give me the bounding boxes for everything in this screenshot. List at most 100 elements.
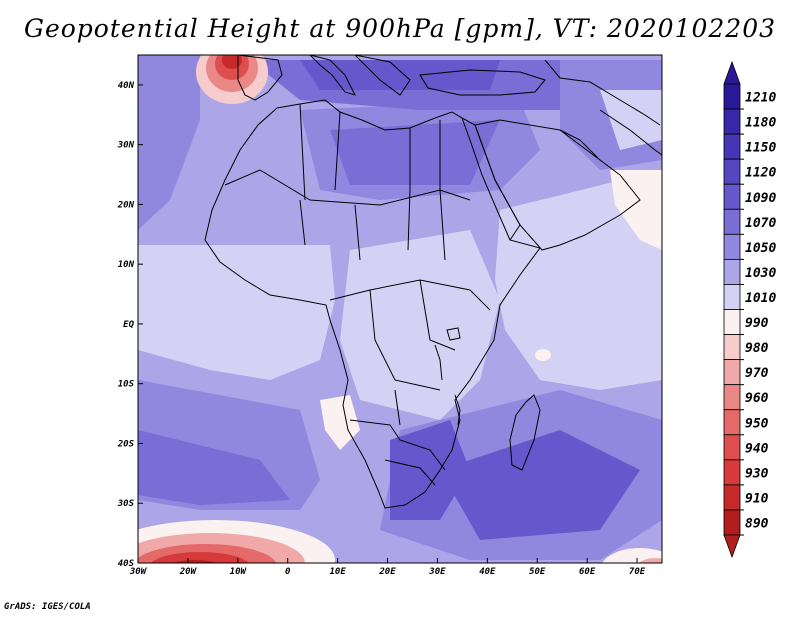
field-indian-ocean (495, 170, 662, 390)
colorbar-label: 1120 (745, 166, 776, 181)
field-arabian-sea-low (610, 170, 662, 250)
lake-tanganyika (434, 344, 443, 381)
field-se-low-core (638, 558, 662, 563)
field-libya (330, 120, 500, 185)
colorbar-swatch (723, 83, 741, 110)
coastlines (204, 55, 662, 509)
field-s-indian-core (440, 430, 640, 540)
colorbar-label: 950 (745, 416, 769, 431)
africa-coastline (204, 99, 541, 509)
map-figure: 30W 20W 10W 0 10E 20E 30E 40E 50E 60E 70E 40N 30N 20… (117, 54, 776, 577)
colorbar-swatch (723, 459, 741, 486)
caspian-iran (544, 59, 661, 126)
colorbar-swatch (723, 183, 741, 210)
field-med-core (300, 60, 500, 90)
border-north (299, 103, 441, 201)
border-sahel (224, 169, 471, 261)
lake-malawi (454, 394, 461, 426)
colorbar-swatch (723, 233, 741, 260)
map-title: Geopotential Height at 900hPa [gpm], VT:… (23, 14, 777, 43)
field-indian-low (535, 349, 551, 361)
madagascar (509, 394, 541, 471)
lat-axis: 40N 30N 20N 10N EQ 10S 20S 30S 40S (117, 81, 143, 569)
lon-tick-label: 10W (230, 567, 248, 577)
persian-coast (599, 109, 662, 156)
field-nw-atlantic (138, 55, 200, 230)
colorbar-label: 1090 (745, 191, 776, 206)
field-s-africa (390, 420, 470, 520)
lat-tick-label: 20S (117, 439, 135, 449)
lon-tick-label: 70E (629, 567, 646, 577)
colorbar-label: 940 (745, 441, 769, 456)
colorbar-swatch (723, 158, 741, 185)
field-south-low-3 (138, 544, 277, 563)
colorbar-swatch (723, 434, 741, 461)
lat-tick-label: EQ (123, 320, 134, 330)
lat-tick-label: 40N (118, 81, 135, 91)
gulf (559, 129, 601, 161)
colorbar-swatch (723, 359, 741, 386)
border-south (349, 389, 446, 486)
lat-tick-label: 40S (118, 559, 135, 569)
colorbar-swatch (723, 108, 741, 135)
iberia (237, 55, 283, 101)
field-south-low-5 (172, 560, 218, 563)
map-frame (137, 54, 663, 564)
colorbar-swatch (723, 384, 741, 411)
colorbar-swatch (723, 509, 741, 536)
lat-tick-label: 20N (117, 200, 135, 210)
field-iberia-low-4 (222, 55, 242, 69)
colorbar: 1210 1180 1150 1120 1090 1070 1050 1030 1010 990 9… (723, 60, 776, 559)
lon-tick-label: 50E (529, 567, 546, 577)
field-iran (600, 90, 662, 150)
lat-tick-label: 10S (118, 380, 135, 390)
colorbar-label: 1030 (745, 266, 776, 281)
colorbar-swatch (723, 484, 741, 511)
colorbar-label: 930 (745, 466, 769, 481)
colorbar-label: 890 (745, 516, 769, 531)
border-central (329, 279, 491, 391)
colorbar-label: 1010 (745, 291, 776, 306)
colorbar-label: 1180 (745, 116, 776, 131)
colorbar-label: 1150 (745, 141, 776, 156)
colorbar-swatch (723, 409, 741, 436)
lon-tick-label: 20W (179, 567, 198, 577)
colorbar-bottom-arrow (723, 534, 741, 559)
lon-tick-label: 20E (378, 567, 396, 577)
colorbar-swatch (723, 309, 741, 335)
colorbar-swatch (723, 258, 741, 285)
lon-tick-label: 40E (479, 567, 496, 577)
red-sea (461, 117, 521, 241)
lon-tick-label: 60E (579, 567, 596, 577)
lake-victoria (446, 327, 461, 341)
colorbar-swatch (723, 133, 741, 160)
lat-tick-label: 30N (117, 141, 135, 151)
colorbar-swatch (723, 208, 741, 235)
colorbar-top-arrow (723, 60, 741, 85)
lon-tick-label: 10E (329, 567, 346, 577)
lat-tick-label: 30S (117, 499, 135, 509)
colorbar-label: 1070 (745, 216, 776, 231)
field-central-africa (340, 230, 500, 420)
colorbar-label: 990 (745, 316, 769, 331)
grads-credit: GrADS: IGES/COLA (4, 602, 91, 612)
field-south-low-4 (150, 552, 250, 563)
colorbar-label: 970 (745, 366, 769, 381)
lon-tick-label: 30W (129, 567, 148, 577)
colorbar-label: 980 (745, 341, 769, 356)
colorbar-swatch (723, 284, 741, 310)
lon-tick-label: 0 (285, 567, 291, 577)
lon-axis: 30W 20W 10W 0 10E 20E 30E 40E 50E 60E 70E (129, 558, 646, 577)
italy-balkans (309, 55, 411, 96)
field-namibia-low (320, 395, 360, 450)
turkey (419, 69, 546, 96)
lat-tick-label: 10N (118, 260, 135, 270)
colorbar-swatch (723, 334, 741, 361)
field-tropical-atlantic (138, 245, 335, 380)
field-s-atlantic-core (138, 430, 290, 505)
lon-tick-label: 30E (428, 567, 446, 577)
colorbar-label: 960 (745, 391, 769, 406)
colorbar-label: 910 (745, 491, 769, 506)
colorbar-label: 1050 (745, 241, 776, 256)
colorbar-label: 1210 (745, 91, 776, 106)
